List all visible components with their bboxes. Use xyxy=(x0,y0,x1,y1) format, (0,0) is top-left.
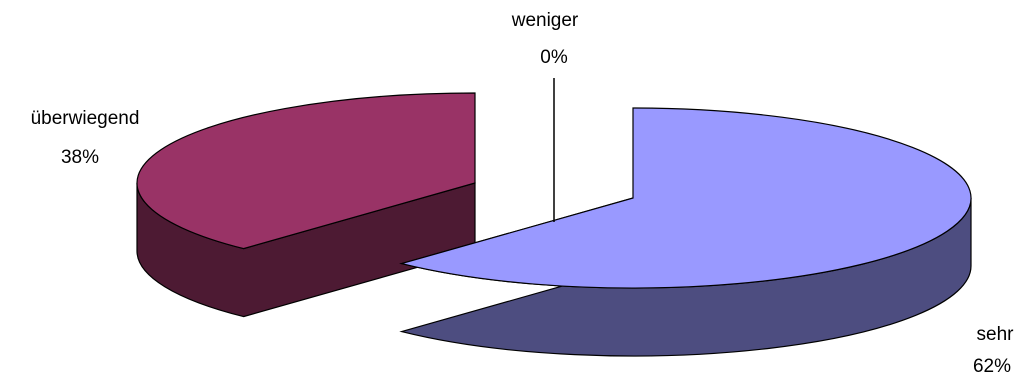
label-sehr-percent: 62% xyxy=(973,356,1011,377)
slice-sehr-top xyxy=(399,107,972,289)
slice-ueberwiegend-top xyxy=(136,92,476,250)
label-weniger-percent: 0% xyxy=(540,47,568,68)
label-ueberwiegend-percent: 38% xyxy=(61,147,99,168)
label-sehr-name: sehr xyxy=(977,324,1015,345)
slice-ueberwiegend xyxy=(136,92,476,318)
label-ueberwiegend-name: überwiegend xyxy=(31,108,140,129)
label-weniger-name: weniger xyxy=(511,10,579,31)
slice-sehr xyxy=(399,107,972,357)
